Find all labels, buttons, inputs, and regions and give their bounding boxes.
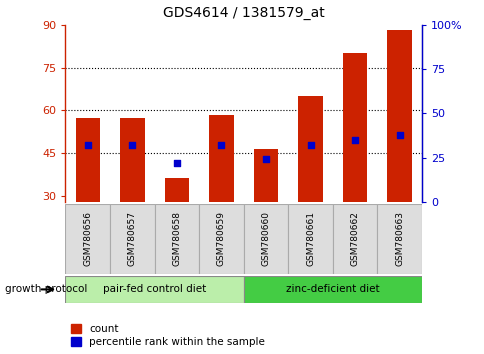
Text: GSM780659: GSM780659 — [216, 211, 226, 267]
Bar — [387, 30, 411, 202]
Bar — [209, 115, 233, 202]
Point — [306, 142, 314, 148]
Bar — [164, 177, 189, 202]
Title: GDS4614 / 1381579_at: GDS4614 / 1381579_at — [163, 6, 324, 19]
Point — [173, 160, 181, 166]
Bar — [154, 204, 199, 274]
Point — [350, 137, 358, 143]
Point — [217, 142, 225, 148]
Text: GSM780657: GSM780657 — [128, 211, 136, 267]
Bar — [65, 204, 110, 274]
Bar — [76, 118, 100, 202]
Point — [261, 156, 269, 162]
Bar — [377, 204, 421, 274]
Bar — [298, 96, 322, 202]
Point — [395, 132, 403, 137]
Bar — [253, 149, 278, 202]
Bar — [243, 204, 287, 274]
Text: pair-fed control diet: pair-fed control diet — [103, 284, 206, 295]
Text: growth protocol: growth protocol — [5, 284, 87, 295]
Bar — [199, 204, 243, 274]
Bar — [332, 204, 377, 274]
Point — [84, 142, 91, 148]
Point — [128, 142, 136, 148]
Text: GSM780662: GSM780662 — [350, 211, 359, 267]
Text: GSM780661: GSM780661 — [305, 211, 315, 267]
Text: GSM780660: GSM780660 — [261, 211, 270, 267]
Legend: count, percentile rank within the sample: count, percentile rank within the sample — [71, 324, 265, 347]
Bar — [342, 53, 366, 202]
Bar — [287, 204, 332, 274]
Bar — [110, 204, 154, 274]
Text: zinc-deficient diet: zinc-deficient diet — [286, 284, 379, 295]
Bar — [243, 276, 421, 303]
Bar — [120, 118, 144, 202]
Bar — [65, 276, 243, 303]
Text: GSM780658: GSM780658 — [172, 211, 181, 267]
Text: GSM780663: GSM780663 — [394, 211, 403, 267]
Text: GSM780656: GSM780656 — [83, 211, 92, 267]
